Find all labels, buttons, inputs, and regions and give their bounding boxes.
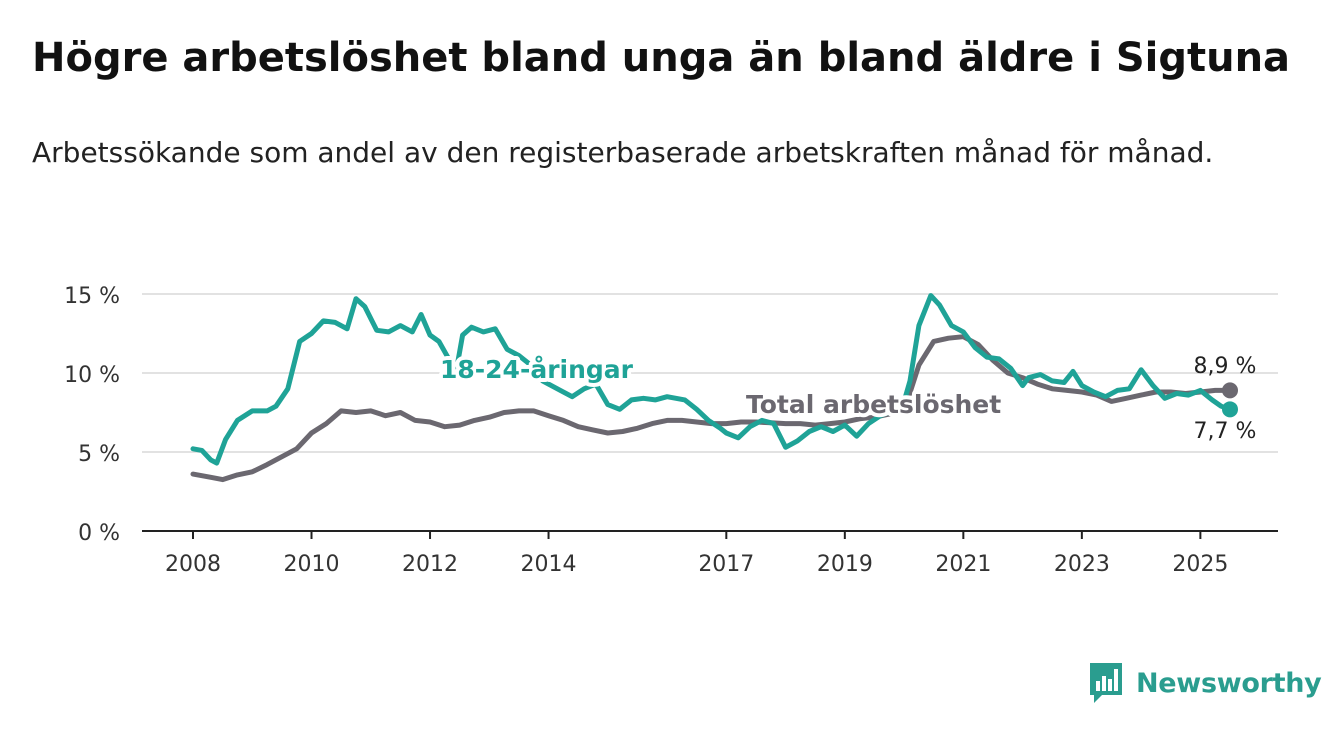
- newsworthy-logo-icon: [1090, 663, 1122, 703]
- x-tick-label: 2019: [817, 552, 873, 577]
- end-label-18-24: 7,7 %: [1194, 419, 1257, 444]
- y-tick-label: 15 %: [64, 284, 120, 309]
- newsworthy-logo-text: Newsworthy: [1136, 667, 1322, 699]
- x-tick-label: 2017: [698, 552, 754, 577]
- end-dot-18-24: [1222, 401, 1238, 418]
- series-label-total: Total arbetslöshet: [746, 390, 1001, 419]
- x-tick-label: 2008: [165, 552, 221, 577]
- chart-title: Högre arbetslöshet bland unga än bland ä…: [32, 35, 1291, 81]
- series-line-18-24: [190, 293, 1233, 466]
- x-tick-label: 2025: [1172, 552, 1228, 577]
- x-tick-label: 2010: [284, 552, 340, 577]
- newsworthy-logo: Newsworthy: [1088, 660, 1322, 706]
- y-tick-label: 0 %: [78, 521, 120, 546]
- x-tick-label: 2021: [935, 552, 991, 577]
- y-tick-label: 5 %: [78, 442, 120, 467]
- end-dot-total: [1222, 382, 1238, 399]
- x-tick-label: 2014: [521, 552, 577, 577]
- x-tick-label: 2012: [402, 552, 458, 577]
- series-label-18-24: 18-24-åringar: [440, 355, 634, 384]
- series-line-total: [190, 334, 1233, 483]
- end-label-total: 8,9 %: [1194, 354, 1257, 379]
- y-tick-label: 10 %: [64, 363, 120, 388]
- chart-subtitle: Arbetssökande som andel av den registerb…: [32, 136, 1214, 169]
- x-tick-label: 2023: [1054, 552, 1110, 577]
